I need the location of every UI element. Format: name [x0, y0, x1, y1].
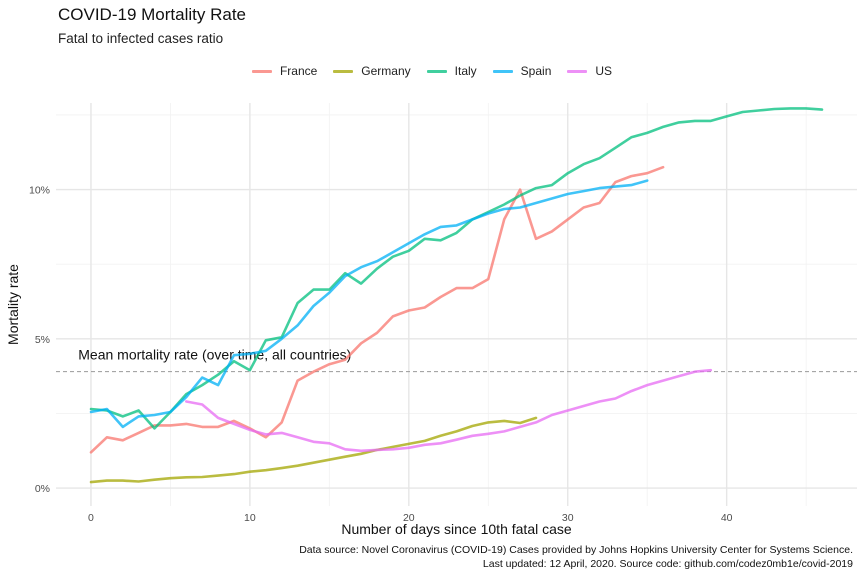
legend-key: [567, 69, 588, 73]
legend-label: US: [595, 64, 613, 78]
series-group: [89, 107, 824, 484]
x-tick-label: 10: [244, 512, 256, 524]
legend-label: France: [279, 64, 318, 78]
legend-item-germany: Germany: [333, 64, 411, 78]
legend-key: [333, 69, 354, 73]
series-line-us: [185, 368, 713, 453]
legend-label: Spain: [520, 64, 552, 78]
legend: France Germany Italy Spain US: [0, 64, 864, 78]
x-tick-label: 40: [721, 512, 733, 524]
reference-line-group: Mean mortality rate (over time, all coun…: [56, 347, 857, 373]
legend-label: Italy: [454, 64, 477, 78]
legend-key: [426, 69, 447, 73]
series-line-france: [89, 165, 665, 454]
caption-data-source: Data source: Novel Coronavirus (COVID-19…: [299, 544, 853, 556]
y-tick-label: 5%: [35, 334, 50, 346]
mean-reference-label: Mean mortality rate (over time, all coun…: [78, 347, 351, 363]
series-line-italy: [89, 107, 824, 430]
chart-subtitle: Fatal to infected cases ratio: [58, 31, 224, 46]
y-tick-label: 10%: [29, 185, 50, 197]
x-tick-label: 0: [88, 512, 94, 524]
series-line-spain: [89, 179, 649, 429]
legend-item-france: France: [251, 64, 318, 78]
chart-title: COVID-19 Mortality Rate: [58, 5, 246, 24]
legend-item-spain: Spain: [492, 64, 552, 78]
legend-key: [251, 69, 272, 73]
x-tick-label: 20: [403, 512, 415, 524]
series-line-germany: [89, 416, 538, 484]
legend-item-us: US: [567, 64, 612, 78]
y-tick-label: 0%: [35, 483, 50, 495]
legend-label: Germany: [361, 64, 411, 78]
grid: [56, 103, 857, 506]
axes: 0 10 20 30 40 0% 5% 10% Number of days since 10t…: [5, 185, 733, 537]
legend-key: [492, 69, 513, 73]
caption-last-updated: Last updated: 12 April, 2020. Source cod…: [482, 558, 853, 570]
legend-item-italy: Italy: [426, 64, 477, 78]
x-axis-label: Number of days since 10th fatal case: [341, 521, 572, 537]
y-axis-label: Mortality rate: [5, 264, 21, 345]
x-tick-label: 30: [562, 512, 574, 524]
